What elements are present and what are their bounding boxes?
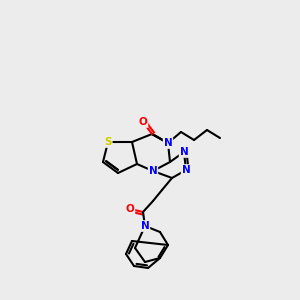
Text: O: O <box>126 204 134 214</box>
Text: N: N <box>182 165 190 175</box>
Text: N: N <box>164 138 172 148</box>
Text: N: N <box>180 147 188 157</box>
Text: N: N <box>141 221 149 231</box>
Text: N: N <box>148 166 158 176</box>
Text: S: S <box>104 137 112 147</box>
Text: O: O <box>139 117 147 127</box>
